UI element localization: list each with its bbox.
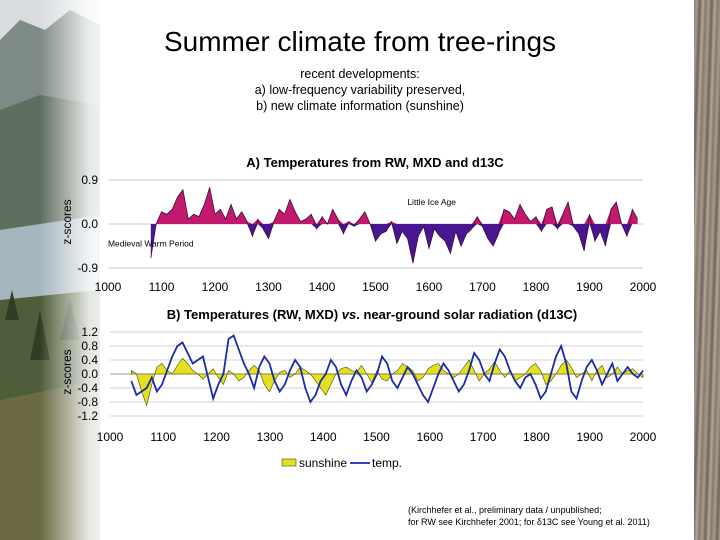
x-tick-label: 1200 xyxy=(202,280,229,294)
chart-a: A) Temperatures from RW, MXD and d13C z-… xyxy=(60,155,657,294)
annotation-label: Medieval Warm Period xyxy=(108,239,194,249)
y-tick-label: -0.9 xyxy=(77,261,98,275)
x-tick-label: 1400 xyxy=(309,280,336,294)
citation-line: (Kirchhefer et al., preliminary data / u… xyxy=(408,505,602,515)
y-tick-label: 0.0 xyxy=(81,367,98,381)
chart-b-title-part: B) Temperatures (RW, MXD) xyxy=(167,307,342,322)
y-tick-label: -0.4 xyxy=(77,381,98,395)
positive-area xyxy=(150,187,638,224)
chart-a-annotations: Little Ice Age Medieval Warm Period xyxy=(108,197,456,249)
x-tick-label: 1900 xyxy=(576,280,603,294)
legend-sunshine-swatch xyxy=(281,458,297,467)
citation-line: for RW see Kirchhefer 2001; for δ13C see… xyxy=(408,517,650,527)
chart-a-ylabel: z-scores xyxy=(60,199,74,244)
legend-sunshine-label: sunshine xyxy=(299,456,347,470)
x-tick-label: 1800 xyxy=(523,280,550,294)
background-bark-right xyxy=(694,0,720,540)
x-tick-label: 2000 xyxy=(630,430,657,444)
chart-b-temp-line xyxy=(130,334,644,404)
x-tick-label: 1000 xyxy=(95,280,122,294)
y-tick-label: -0.8 xyxy=(77,395,98,409)
negative-area xyxy=(150,224,638,264)
x-tick-label: 1800 xyxy=(523,430,550,444)
chart-b-title-part: . near-ground solar radiation (d13C) xyxy=(356,307,577,322)
x-tick-label: 1300 xyxy=(257,430,284,444)
y-tick-label: 0.9 xyxy=(81,173,98,187)
x-tick-label: 1300 xyxy=(255,280,282,294)
y-tick-label: 0.4 xyxy=(81,353,98,367)
x-tick-label: 1400 xyxy=(310,430,337,444)
x-tick-label: 1100 xyxy=(149,280,175,294)
subtitle-line: recent developments: xyxy=(300,67,420,81)
slide-title: Summer climate from tree-rings xyxy=(163,26,557,57)
x-tick-label: 1500 xyxy=(363,430,390,444)
chart-a-title: A) Temperatures from RW, MXD and d13C xyxy=(246,155,504,170)
chart-b-xticks: 1000 1100 1200 1300 1400 1500 1600 1700 1800 1900… xyxy=(97,430,657,444)
x-tick-label: 1700 xyxy=(469,280,496,294)
citation: (Kirchhefer et al., preliminary data / u… xyxy=(408,504,650,528)
chart-a-yticks: 0.9 0.0 -0.9 xyxy=(77,173,98,275)
slide-subtitle: recent developments: a) low-frequency va… xyxy=(0,66,720,114)
chart-b-ylabel: z-scores xyxy=(60,349,74,394)
chart-b-legend: sunshine temp. xyxy=(281,456,402,470)
chart-a-xticks: 1000 1100 1200 1300 1400 1500 1600 1700 1800 1900… xyxy=(95,280,657,294)
chart-b-title: B) Temperatures (RW, MXD) vs. near-groun… xyxy=(167,307,578,322)
photo-fade-left xyxy=(40,0,130,540)
x-tick-label: 1500 xyxy=(362,280,389,294)
y-tick-label: -1.2 xyxy=(77,409,98,423)
chart-b: B) Temperatures (RW, MXD) vs. near-groun… xyxy=(60,307,657,470)
x-tick-label: 1000 xyxy=(97,430,124,444)
y-tick-label: 0.8 xyxy=(81,339,98,353)
legend-temp-label: temp. xyxy=(372,456,402,470)
subtitle-line: b) new climate information (sunshine) xyxy=(256,99,464,113)
y-tick-label: 1.2 xyxy=(81,325,98,339)
subtitle-line: a) low-frequency variability preserved, xyxy=(254,83,466,97)
chart-a-area xyxy=(150,187,639,264)
x-tick-label: 1200 xyxy=(203,430,230,444)
x-tick-label: 1600 xyxy=(416,430,443,444)
y-tick-label: 0.0 xyxy=(81,217,98,231)
x-tick-label: 2000 xyxy=(630,280,657,294)
x-tick-label: 1100 xyxy=(150,430,176,444)
x-tick-label: 1600 xyxy=(416,280,443,294)
annotation-label: Little Ice Age xyxy=(407,197,456,207)
chart-b-title-vs: vs xyxy=(342,307,356,322)
photo-fade-right xyxy=(654,0,694,540)
x-tick-label: 1700 xyxy=(470,430,497,444)
chart-b-yticks: 1.20.80.40.0-0.4-0.8-1.2 xyxy=(77,325,98,423)
x-tick-label: 1900 xyxy=(576,430,603,444)
series-outline xyxy=(150,187,639,264)
temp-series-line xyxy=(130,334,644,404)
